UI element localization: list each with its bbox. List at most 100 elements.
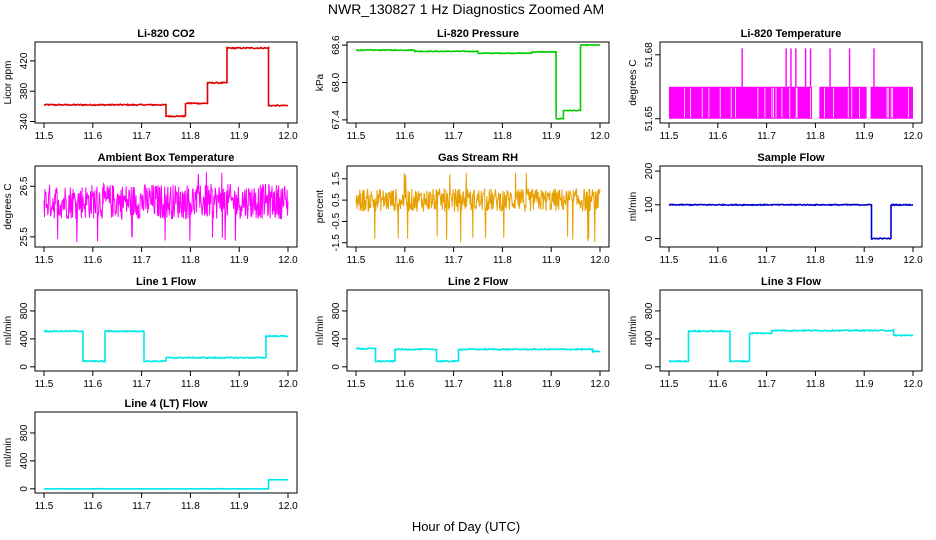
x-tick-label: 11.9 — [542, 379, 561, 390]
y-tick-label: 100 — [644, 196, 655, 213]
x-tick-label: 11.7 — [757, 131, 776, 142]
panel-title: Line 1 Flow — [136, 276, 196, 288]
series-line — [43, 45, 288, 118]
y-tick-label: 0 — [19, 486, 30, 492]
x-tick-label: 11.9 — [855, 255, 874, 266]
x-tick-label: 11.7 — [132, 379, 151, 390]
x-tick-label: 11.6 — [395, 379, 414, 390]
y-tick-label: 25.5 — [19, 227, 30, 247]
x-tick-label: 11.5 — [347, 379, 366, 390]
panel-title: Gas Stream RH — [438, 152, 518, 164]
plot-frame — [659, 41, 923, 124]
series-band — [669, 86, 913, 119]
x-tick-label: 11.7 — [757, 255, 776, 266]
plot-frame — [34, 411, 298, 494]
x-tick-label: 11.7 — [444, 379, 463, 390]
y-tick-label: -0.5 — [331, 212, 342, 230]
series-line — [43, 329, 288, 364]
y-tick-label: 400 — [19, 452, 30, 469]
y-tick-label: 1.5 — [331, 171, 342, 185]
x-tick-label: 12.0 — [903, 379, 923, 390]
panel-li-820-temperature: Li-820 Temperature 11.5 11.6 11.7 11.8 11.9 12… — [628, 28, 923, 142]
y-tick-label: 800 — [19, 424, 30, 441]
x-tick-label: 11.6 — [83, 501, 102, 512]
y-axis-label: Licor ppm — [3, 61, 14, 105]
y-tick-label: -1.5 — [331, 234, 342, 252]
y-tick-label: 400 — [19, 330, 30, 347]
panel-title: Line 4 (LT) Flow — [125, 398, 208, 410]
plot-frame — [659, 165, 923, 248]
x-tick-label: 11.5 — [660, 379, 679, 390]
y-tick-label: 800 — [331, 302, 342, 319]
y-axis-label: degrees C — [3, 183, 14, 229]
x-tick-label: 11.9 — [230, 501, 249, 512]
x-tick-label: 12.0 — [278, 501, 298, 512]
y-tick-label: 68.6 — [331, 35, 342, 55]
x-tick-label: 11.5 — [35, 379, 54, 390]
x-tick-label: 12.0 — [590, 255, 610, 266]
x-tick-label: 11.8 — [181, 379, 200, 390]
x-tick-label: 11.6 — [708, 379, 727, 390]
x-tick-label: 11.5 — [660, 131, 679, 142]
series-line — [355, 172, 601, 243]
x-tick-label: 11.8 — [806, 255, 825, 266]
x-tick-label: 11.8 — [181, 501, 200, 512]
panel-title: Li-820 Temperature — [741, 28, 842, 40]
y-axis-label: ml/min — [628, 192, 639, 221]
plot-frame — [34, 289, 298, 372]
plot-frame — [659, 289, 923, 372]
x-tick-label: 12.0 — [903, 131, 923, 142]
panel-title: Ambient Box Temperature — [98, 152, 235, 164]
x-tick-label: 11.7 — [132, 255, 151, 266]
panel-title: Sample Flow — [757, 152, 825, 164]
series-line — [668, 203, 914, 240]
x-tick-label: 11.8 — [181, 131, 200, 142]
y-tick-label: 420 — [19, 52, 30, 69]
y-tick-label: 380 — [19, 82, 30, 99]
panel-line-2-flow: Line 2 Flow 11.5 11.6 11.7 11.8 11.9 12.0 0 400 8… — [315, 276, 610, 390]
x-tick-label: 12.0 — [590, 131, 610, 142]
band-gap — [811, 86, 820, 119]
y-tick-label: 51.68 — [644, 42, 655, 67]
x-tick-label: 12.0 — [278, 379, 298, 390]
panels-group: Li-820 CO2 11.5 11.6 11.7 11.8 11.9 12.0 340 380… — [3, 28, 923, 512]
y-axis-label: ml/min — [628, 316, 639, 345]
x-tick-label: 11.8 — [493, 255, 512, 266]
y-tick-label: 26.5 — [19, 176, 30, 196]
y-tick-label: 68.0 — [331, 72, 342, 92]
y-axis-label: ml/min — [3, 438, 14, 467]
panel-line-4-lt-flow: Line 4 (LT) Flow 11.5 11.6 11.7 11.8 11.9 12.0… — [3, 398, 298, 512]
x-tick-label: 11.6 — [708, 255, 727, 266]
x-tick-label: 11.5 — [35, 501, 54, 512]
y-tick-label: 400 — [644, 330, 655, 347]
panel-sample-flow: Sample Flow 11.5 11.6 11.7 11.8 11.9 12.0 0 100 2… — [628, 152, 923, 266]
x-tick-label: 12.0 — [903, 255, 923, 266]
x-tick-label: 12.0 — [278, 131, 298, 142]
y-tick-label: 800 — [19, 302, 30, 319]
y-tick-label: 0 — [19, 364, 30, 370]
x-tick-label: 11.8 — [181, 255, 200, 266]
x-tick-label: 11.9 — [855, 131, 874, 142]
x-tick-label: 11.9 — [542, 131, 561, 142]
y-tick-label: 800 — [644, 302, 655, 319]
x-tick-label: 11.8 — [806, 379, 825, 390]
series-line — [44, 478, 289, 490]
x-tick-label: 11.8 — [493, 379, 512, 390]
x-tick-label: 11.5 — [347, 255, 366, 266]
series-line — [355, 347, 601, 363]
panel-li-820-pressure: Li-820 Pressure 11.5 11.6 11.7 11.8 11.9 12.0 6… — [315, 28, 610, 142]
y-axis-label: ml/min — [3, 316, 14, 345]
x-tick-label: 11.6 — [83, 255, 102, 266]
x-tick-label: 11.9 — [542, 255, 561, 266]
plot-frame — [346, 165, 610, 248]
series-line — [43, 172, 289, 242]
x-tick-label: 11.6 — [395, 255, 414, 266]
panel-title: Li-820 CO2 — [137, 28, 194, 40]
series-line — [668, 328, 914, 363]
y-axis-label: kPa — [315, 73, 326, 91]
x-tick-label: 12.0 — [590, 379, 610, 390]
y-axis-label: degrees C — [628, 59, 639, 105]
x-tick-label: 11.9 — [230, 379, 249, 390]
plot-frame — [346, 289, 610, 372]
series-line — [356, 43, 601, 120]
